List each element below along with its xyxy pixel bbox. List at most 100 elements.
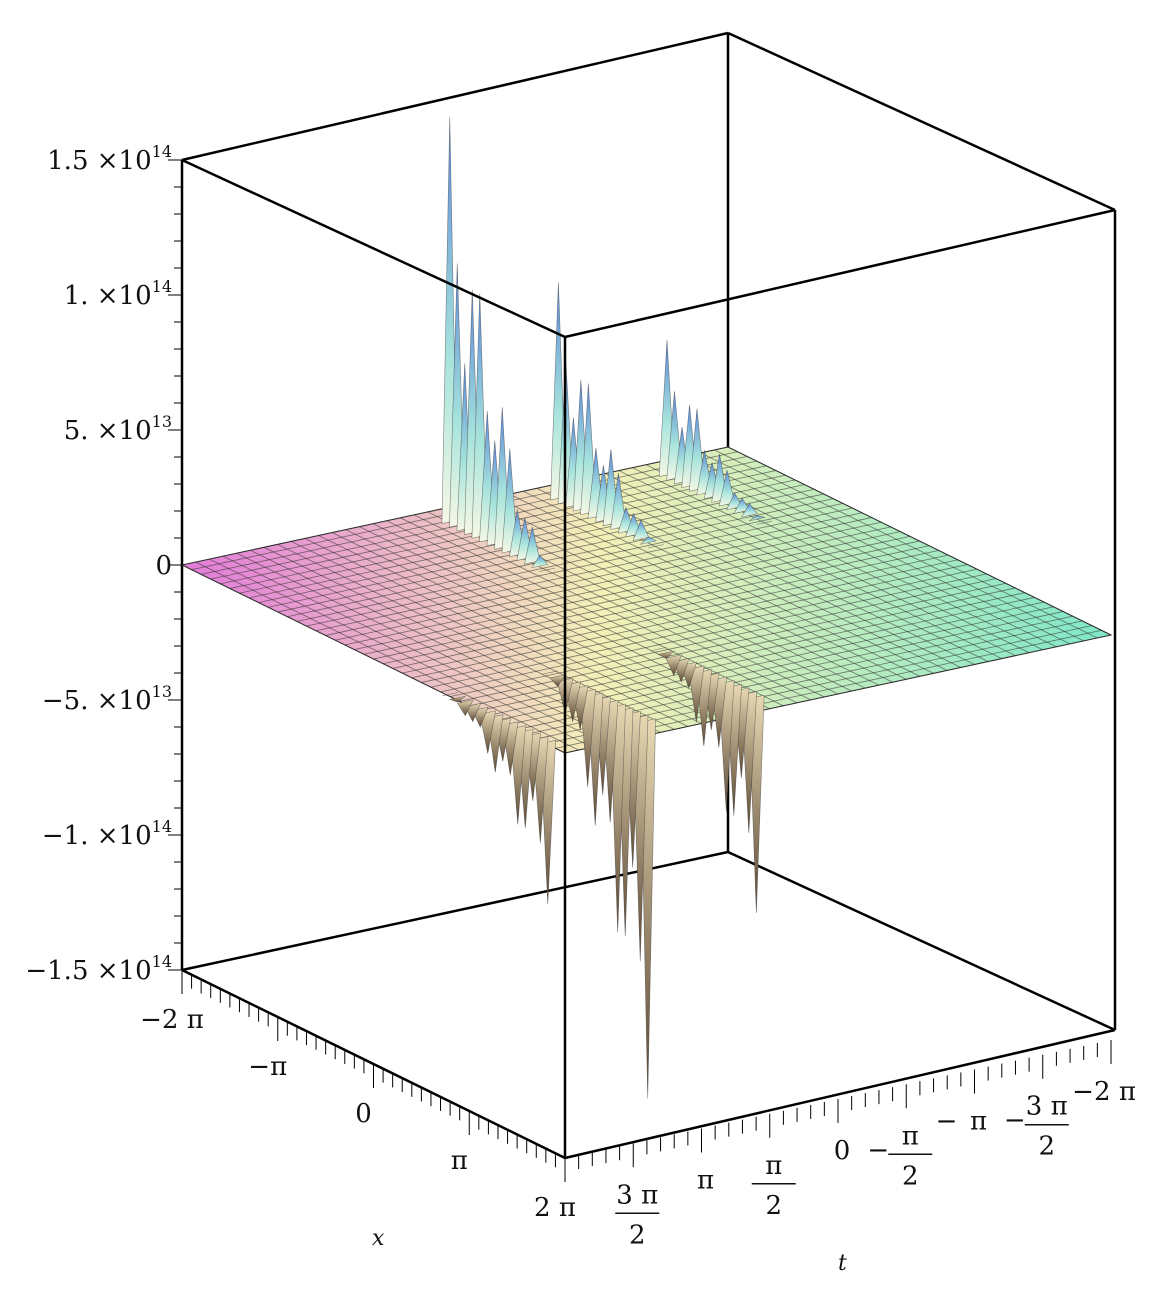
t-tick-numerator: 3 π [1026,1092,1068,1122]
ridge-0 [441,116,556,572]
t-tick-label: − π 2 [867,1121,933,1191]
t-tick-numerator: 0 [834,1136,851,1166]
ridge-spike [610,473,627,530]
t-tick-numerator: π [765,1151,782,1181]
ridge-spike [632,519,650,541]
z-tick-label: 1. ×1014 [64,277,172,311]
t-tick-sign: − [936,1106,958,1136]
ridge-spike [688,665,705,723]
t-tick-sign: − [1072,1077,1094,1107]
grid-line [359,526,743,716]
ridge-1 [550,282,664,549]
grid-line [318,535,702,724]
grid-line [421,564,968,683]
z-tick-label: 1.5 ×1014 [47,142,172,176]
ridge-spike [479,710,496,754]
t-tick-denominator: 2 [629,1220,646,1250]
t-tick-label: 0 [834,1136,851,1166]
x-tick-label: 0 [355,1099,372,1129]
z-tick-label: −5. ×1013 [42,682,172,716]
grid-line [236,552,620,742]
x-axis-label: x [372,1226,385,1251]
box-edge [727,850,1116,1032]
grid-line [411,559,958,679]
grid-line [195,561,579,751]
ridge-spike [542,670,559,675]
bounding-box-front [181,158,1117,1160]
box-edge [181,31,729,162]
ridge-spike [524,526,541,565]
surface-mesh [180,116,1113,1099]
t-tick-denominator: 2 [1038,1132,1055,1162]
grid-line [209,558,593,748]
grid-line [459,582,1006,702]
ridge-spike [549,674,567,687]
x-tick-label: π [451,1146,468,1176]
x-tick-label: −2 π [140,1005,204,1035]
x-tick-label: 2 π [534,1193,576,1223]
box-edge [564,208,1116,339]
grid-line [402,554,949,674]
t-tick-denominator: 2 [765,1191,782,1221]
t-tick-numerator: π [902,1121,919,1151]
ridge-spike [579,688,596,787]
ridge-spike [665,654,683,677]
ridge-spike [741,503,758,518]
t-tick-label: −2 π [1072,1077,1136,1107]
z-axis: 1.5 ×1014 1. ×1014 5. ×1013 0 −5. ×1013 −1. ×… [25,142,182,986]
z-tick-label: 5. ×1013 [64,412,172,446]
ridge-spike [531,554,549,569]
ridge-spike [442,692,459,697]
grid-line [304,538,689,727]
grid-line [345,529,729,719]
t-tick-label: −3 π 2 [1004,1092,1069,1162]
t-tick-numerator: π [970,1106,987,1136]
grid-line [400,517,784,707]
ridge-2 [658,339,773,525]
ridge-spike [539,567,556,572]
ridge-4 [442,692,556,905]
grid-line [440,573,987,693]
x-tick-label: −π [248,1052,287,1082]
ridge-spike [718,470,736,507]
t-tick-sign: − [1004,1106,1026,1136]
t-tick-label: π [697,1166,714,1196]
box-edge [727,31,1116,212]
grid-line [392,549,939,669]
grid-line [450,578,997,698]
ridge-5 [650,647,765,913]
grid-line [564,634,1112,754]
t-axis-label: t [838,1251,847,1276]
x-axis: −2 π −π 0 π 2 π [140,970,576,1223]
ridge-3 [542,670,656,1099]
ridge-spike [749,515,765,522]
t-tick-denominator: 2 [902,1161,919,1191]
t-tick-numerator: 2 π [1094,1077,1136,1107]
t-tick-sign: − [867,1135,889,1165]
ridge-spike [456,699,474,717]
z-tick-label: 0 [155,551,172,581]
t-tick-label: π2 [751,1151,796,1221]
t-tick-label: 3 π2 [615,1180,660,1250]
box-edge [564,1028,1116,1160]
grid-line [413,514,798,704]
grid-line [382,545,930,665]
z-tick-label: −1.5 ×1014 [25,952,172,986]
box-edge [181,158,566,339]
ridge-spike [639,536,658,545]
ridge-spike [657,650,676,659]
z-tick-label: −1. ×1014 [42,817,172,851]
grid-line [430,568,978,688]
grid-line [331,532,716,721]
box-edge [181,850,729,972]
ridge-spike [648,544,664,549]
t-tick-label: − π [936,1106,987,1136]
grid-line [222,555,607,745]
ridge-spike [650,647,667,652]
t-tick-numerator: 3 π [616,1180,658,1210]
t-axis: 3 π2π π20− π2− π −3 π2− 2 π [564,1040,1136,1250]
ridge-spike [756,520,773,525]
ridge-spike [448,695,466,703]
t-tick-numerator: π [697,1166,714,1196]
